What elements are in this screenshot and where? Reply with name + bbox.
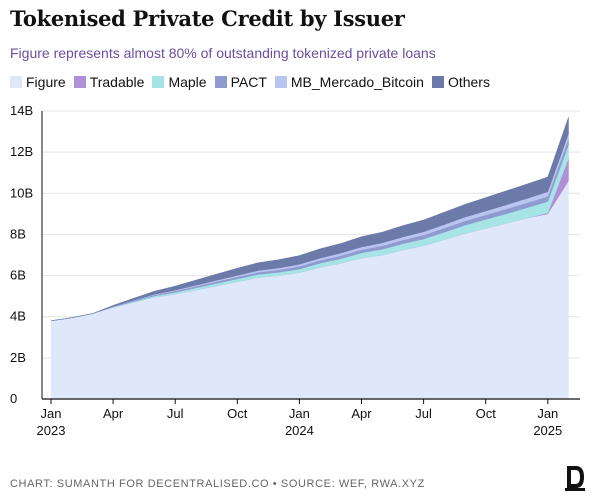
legend-item-tradable: Tradable bbox=[73, 74, 145, 90]
legend-item-pact: PACT bbox=[214, 74, 267, 90]
chart-subtitle: Figure represents almost 80% of outstand… bbox=[10, 45, 436, 61]
x-tick-label: Jul bbox=[415, 406, 432, 421]
legend-item-figure: Figure bbox=[10, 74, 66, 90]
legend-swatch bbox=[152, 76, 165, 88]
x-tick-label: Apr bbox=[103, 406, 124, 421]
legend-swatch bbox=[214, 76, 227, 88]
legend-label: Tradable bbox=[89, 74, 145, 90]
chart-legend: Figure Tradable Maple PACT MB_Mercado_Bitcoi… bbox=[10, 74, 498, 90]
chart-title: Tokenised Private Credit by Issuer bbox=[10, 6, 405, 31]
y-tick-label: 6B bbox=[10, 268, 26, 283]
y-tick-label: 0 bbox=[10, 391, 17, 406]
legend-item-mb-mercado-bitcoin: MB_Mercado_Bitcoin bbox=[274, 74, 424, 90]
legend-swatch bbox=[431, 76, 444, 88]
legend-label: Maple bbox=[168, 74, 207, 90]
x-tick-label: Jan bbox=[41, 406, 62, 421]
x-tick-label: Jul bbox=[167, 406, 184, 421]
legend-swatch bbox=[10, 76, 22, 88]
y-tick-label: 8B bbox=[10, 226, 26, 241]
x-tick-year-label: 2025 bbox=[533, 423, 562, 438]
legend-label: PACT bbox=[230, 74, 267, 90]
legend-item-others: Others bbox=[431, 74, 490, 90]
y-tick-label: 2B bbox=[10, 350, 26, 365]
x-tick-year-label: 2023 bbox=[37, 423, 66, 438]
legend-label: Figure bbox=[26, 74, 66, 90]
decentralised-logo-icon bbox=[563, 462, 587, 492]
y-tick-label: 10B bbox=[10, 185, 33, 200]
legend-swatch bbox=[274, 76, 287, 88]
x-tick-label: Oct bbox=[476, 406, 497, 421]
legend-label: Others bbox=[447, 74, 490, 90]
x-tick-year-label: 2024 bbox=[285, 423, 314, 438]
area-others bbox=[50, 117, 569, 322]
x-tick-label: Oct bbox=[227, 406, 248, 421]
y-tick-label: 4B bbox=[10, 309, 26, 324]
legend-item-maple: Maple bbox=[152, 74, 207, 90]
x-tick-label: Jan bbox=[537, 406, 558, 421]
legend-swatch bbox=[73, 76, 86, 88]
x-tick-label: Jan bbox=[289, 406, 310, 421]
chart-source: CHART: SUMANTH FOR DECENTRALISED.CO • SO… bbox=[10, 478, 425, 490]
legend-label: MB_Mercado_Bitcoin bbox=[290, 74, 424, 90]
x-tick-label: Apr bbox=[351, 406, 372, 421]
y-tick-label: 12B bbox=[10, 144, 33, 159]
y-tick-label: 14B bbox=[10, 103, 33, 118]
